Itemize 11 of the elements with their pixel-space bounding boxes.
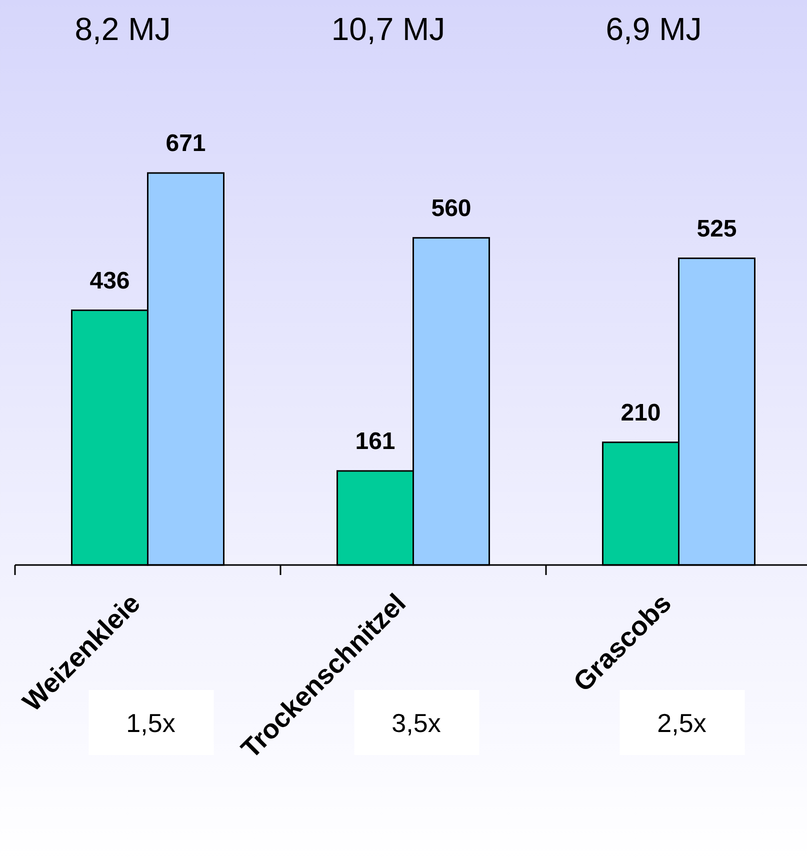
data-label: 436 xyxy=(90,267,130,294)
text: 1,5x xyxy=(126,708,176,738)
data-label: 161 xyxy=(355,428,396,455)
text: 6,9 MJ xyxy=(606,11,702,47)
text: 8,2 MJ xyxy=(74,11,171,47)
data-label: 210 xyxy=(620,399,661,426)
data-label: 525 xyxy=(696,215,737,242)
data-label: 560 xyxy=(431,194,472,222)
text: 10,7 MJ xyxy=(331,11,446,47)
data-label: 671 xyxy=(166,130,206,157)
text: 2,5x xyxy=(657,708,706,738)
